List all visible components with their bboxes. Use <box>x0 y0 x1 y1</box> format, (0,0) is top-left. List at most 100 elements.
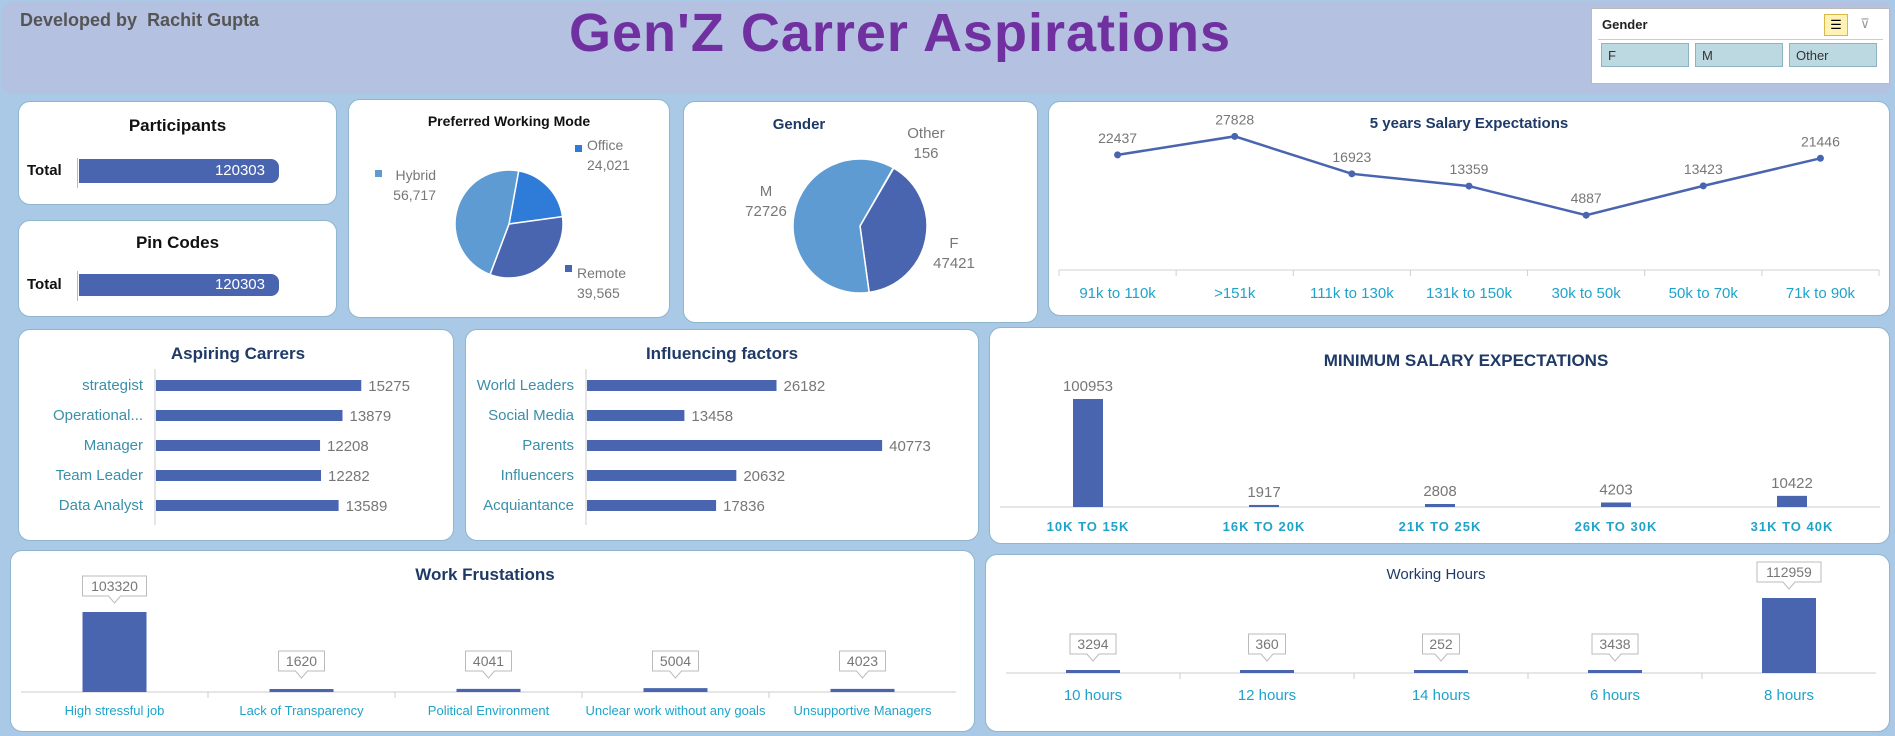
bar <box>1249 504 1279 507</box>
slice-value-remote: 39,565 <box>577 285 620 301</box>
callout-box <box>1591 633 1639 662</box>
value-label: 360 <box>1255 636 1279 652</box>
callout-box <box>839 650 886 679</box>
participants-card: Participants Total 120303 <box>18 101 337 205</box>
data-point <box>1348 170 1356 178</box>
value-label: 13458 <box>691 408 733 425</box>
working-mode-card: Preferred Working Mode Office 24,021 Remot… <box>348 99 670 318</box>
x-tick-label: 91k to 110k <box>1079 285 1156 302</box>
legend-marker-office <box>575 145 582 152</box>
slicer-divider <box>1598 39 1883 40</box>
developer-prefix: Developed by <box>20 10 138 30</box>
category-label: Social Media <box>488 407 575 424</box>
x-tick-label: 131k to 150k <box>1426 285 1512 302</box>
bar <box>1414 670 1468 673</box>
callout-box <box>1422 633 1460 662</box>
pie-slice-hybrid <box>454 169 520 276</box>
participants-total-bar: 120303 <box>79 159 279 183</box>
working-mode-pie-chart: Preferred Working Mode Office 24,021 Remot… <box>375 113 630 301</box>
hours-card: Working Hours 3294 10 hours 360 12 hours 252… <box>985 554 1890 732</box>
bar <box>156 500 339 511</box>
pie-slice-f <box>859 167 928 294</box>
bar <box>156 470 322 481</box>
callout-box <box>465 650 512 679</box>
bar <box>587 410 685 421</box>
salary-5y-line-chart: 5 years Salary Expectations 22437 27828 16… <box>1058 111 1880 302</box>
value-label: 2808 <box>1423 483 1456 500</box>
min-salary-title: MINIMUM SALARY EXPECTATIONS <box>1324 351 1609 370</box>
data-label: 4887 <box>1571 190 1602 206</box>
x-tick-label: 30k to 50k <box>1552 285 1622 302</box>
value-label: 3438 <box>1599 636 1630 652</box>
slice-value-hybrid: 56,717 <box>393 187 436 203</box>
influencing-card: Influencing factors World Leaders 26182 So… <box>465 329 979 541</box>
value-label: 15275 <box>368 378 410 395</box>
x-tick-label: 16K TO 20K <box>1223 519 1306 534</box>
influencing-title: Influencing factors <box>646 344 798 363</box>
slice-value-office: 24,021 <box>587 157 630 173</box>
data-point <box>1465 182 1473 190</box>
value-label: 112959 <box>1766 564 1812 580</box>
pincodes-total-bar: 120303 <box>79 274 279 296</box>
x-tick-label: 111k to 130k <box>1310 285 1394 302</box>
value-label: 100953 <box>1063 378 1113 395</box>
bar <box>156 380 362 391</box>
bar <box>1425 503 1455 507</box>
x-tick-label: Lack of Transparency <box>239 703 364 718</box>
bar <box>82 612 147 692</box>
multi-select-icon[interactable]: ☰ <box>1824 14 1848 36</box>
x-tick-label: 50k to 70k <box>1669 285 1739 302</box>
category-label: Team Leader <box>55 467 143 484</box>
value-label: 12282 <box>328 468 370 485</box>
slicer-option-f[interactable]: F <box>1601 43 1689 67</box>
category-label: Acquiantance <box>483 497 574 514</box>
clear-filter-icon[interactable]: ⊽ <box>1860 16 1870 31</box>
x-tick-label: 6 hours <box>1590 687 1640 704</box>
value-label: 40773 <box>889 438 931 455</box>
pie-slice-remote <box>489 215 564 279</box>
category-label: Parents <box>522 437 574 454</box>
pincodes-axis <box>77 271 82 301</box>
pincodes-title: Pin Codes <box>135 233 220 252</box>
slice-value-m: 72726 <box>745 203 787 220</box>
data-label: 27828 <box>1215 111 1254 127</box>
slicer-title: Gender <box>1602 17 1648 32</box>
gender-card: Gender Other 156 F 47421 M 72726 <box>683 101 1038 323</box>
bar <box>269 689 334 692</box>
category-label: strategist <box>82 377 144 394</box>
x-tick-label: 12 hours <box>1238 687 1296 704</box>
bar <box>156 440 321 451</box>
influencing-bar-chart: Influencing factors World Leaders 26182 So… <box>477 344 931 525</box>
slicer-option-other[interactable]: Other <box>1789 43 1877 67</box>
slice-label-hybrid: Hybrid <box>396 167 436 183</box>
value-label: 20632 <box>743 468 785 485</box>
developer-credit: Developed by Rachit Gupta <box>20 10 259 31</box>
data-point <box>1699 182 1707 190</box>
data-point <box>1114 151 1122 159</box>
value-label: 4203 <box>1599 482 1632 499</box>
callout-box <box>1069 633 1117 662</box>
bar <box>830 688 895 692</box>
value-label: 1917 <box>1247 484 1280 501</box>
salary-5y-card: 5 years Salary Expectations 22437 27828 16… <box>1048 101 1890 316</box>
bar <box>1073 399 1103 507</box>
callout-box <box>652 650 699 679</box>
bar <box>1601 502 1631 507</box>
bar <box>456 688 521 692</box>
slice-label-f: F <box>949 235 958 252</box>
slicer-option-m[interactable]: M <box>1695 43 1783 67</box>
frustrations-title: Work Frustations <box>415 565 554 584</box>
category-label: World Leaders <box>477 377 574 394</box>
min-salary-card: MINIMUM SALARY EXPECTATIONS 100953 10K TO… <box>989 327 1890 544</box>
aspiring-title: Aspiring Carrers <box>171 344 305 363</box>
x-tick-label: High stressful job <box>65 703 165 718</box>
slice-label-office: Office <box>587 137 624 153</box>
callout-box <box>1248 633 1286 662</box>
value-label: 10422 <box>1771 475 1813 492</box>
value-label: 103320 <box>91 578 138 594</box>
x-tick-label: 71k to 90k <box>1786 285 1856 302</box>
x-tick-label: 26K TO 30K <box>1575 519 1658 534</box>
bar <box>1588 670 1642 673</box>
aspiring-bar-chart: Aspiring Carrers strategist 15275 Operatio… <box>53 344 410 525</box>
data-point <box>1816 154 1824 162</box>
